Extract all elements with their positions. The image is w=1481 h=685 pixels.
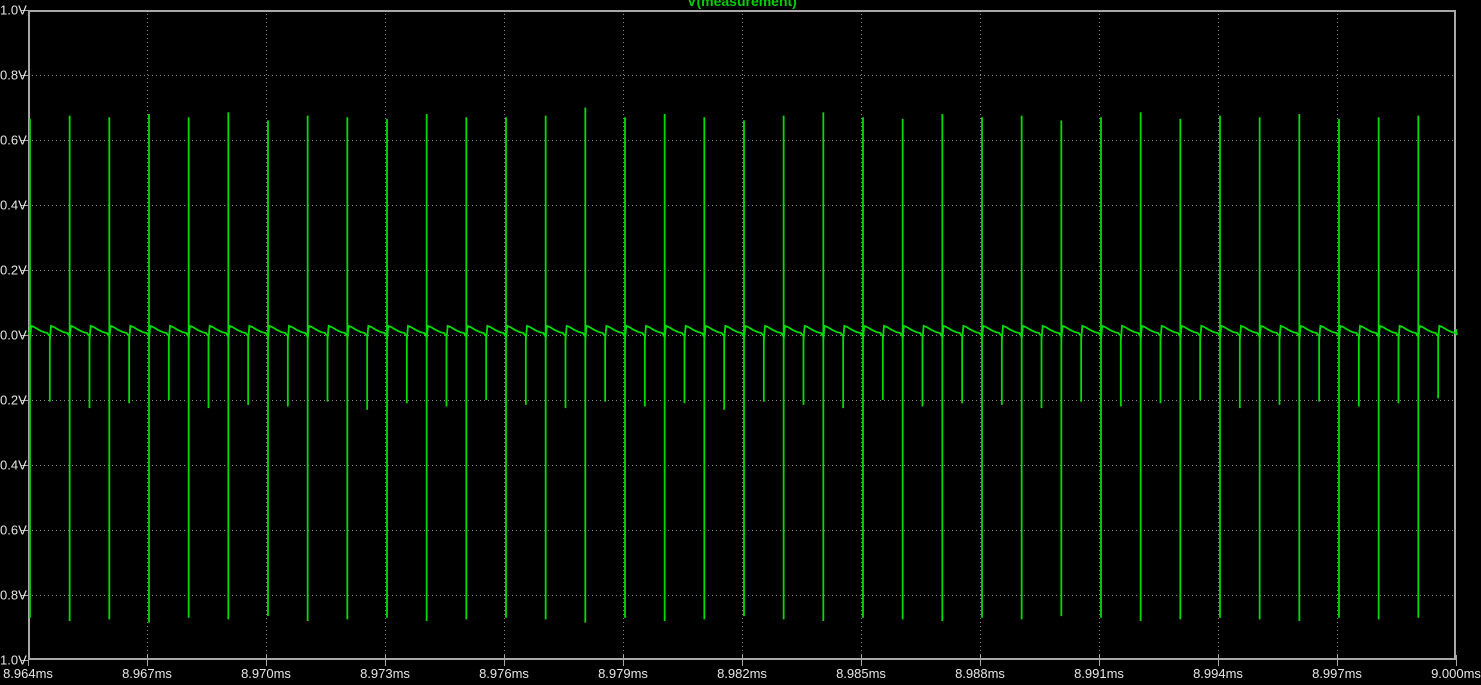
y-tick-label: 1.0V (0, 652, 27, 668)
x-tick-label: 8.985ms (836, 666, 886, 681)
x-tick-label: 8.976ms (479, 666, 529, 681)
y-tick-label: 0.8V (0, 587, 27, 603)
axis-tick-marks (21, 10, 1457, 666)
x-tick-label: 8.982ms (717, 666, 767, 681)
x-tick-label: 8.973ms (360, 666, 410, 681)
x-tick-label: 8.994ms (1193, 666, 1243, 681)
y-tick-label: 0.6V (0, 522, 27, 538)
y-tick-label: 0.4V (0, 457, 27, 473)
x-tick-label: 8.988ms (955, 666, 1005, 681)
trace-title-label[interactable]: V(measurement) (687, 0, 797, 9)
x-tick-label: 8.970ms (241, 666, 291, 681)
y-tick-label: 0.8V (0, 67, 27, 83)
y-tick-label: 0.2V (0, 392, 27, 408)
x-tick-label: 9.000ms (1431, 666, 1481, 681)
x-tick-label: 8.979ms (598, 666, 648, 681)
x-tick-label: 8.991ms (1074, 666, 1124, 681)
x-tick-label: 8.997ms (1312, 666, 1362, 681)
x-tick-label: 8.964ms (3, 666, 53, 681)
y-tick-label: 0.6V (0, 132, 27, 148)
waveform-trace (28, 107, 1458, 623)
y-tick-label: 0.0V (0, 327, 27, 343)
y-tick-label: 1.0V (0, 2, 27, 18)
x-tick-label: 8.967ms (122, 666, 172, 681)
y-tick-label: 0.2V (0, 262, 27, 278)
y-tick-label: 0.4V (0, 197, 27, 213)
